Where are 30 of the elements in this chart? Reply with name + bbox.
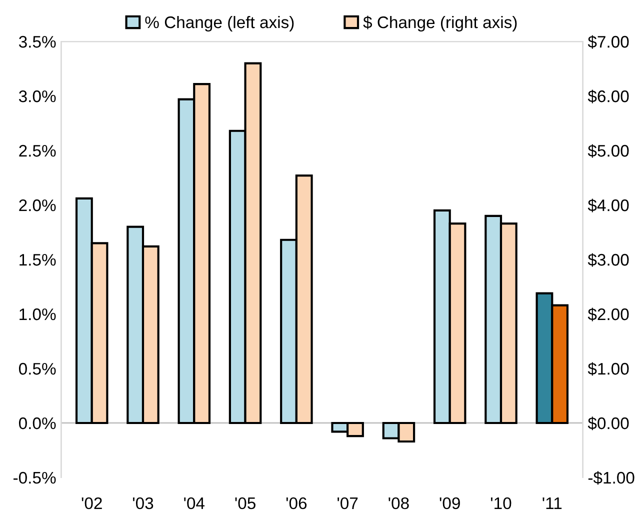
x-tick-label: '08 bbox=[388, 497, 409, 510]
y-tick-label: 3.5% bbox=[18, 36, 56, 48]
x-tick-label: '09 bbox=[440, 497, 460, 510]
x-tick-label: '07 bbox=[338, 497, 358, 510]
y2-tick-label: $2.00 bbox=[588, 308, 629, 322]
y2-tick-label: $5.00 bbox=[588, 144, 629, 158]
x-tick-label: '11 bbox=[542, 498, 562, 510]
y2-tick-label: $0.00 bbox=[588, 416, 629, 430]
y-tick-label: 1.5% bbox=[20, 254, 56, 266]
x-tick-label: '04 bbox=[184, 497, 205, 510]
y2-tick-label: -$1.00 bbox=[588, 471, 634, 485]
y-tick-label: 1.0% bbox=[20, 308, 56, 320]
y2-tick-label: $6.00 bbox=[588, 90, 629, 104]
x-tick-label: '02 bbox=[82, 497, 102, 510]
x-tick-label: '10 bbox=[490, 497, 512, 510]
y2-tick-label: $4.00 bbox=[588, 198, 629, 212]
y-tick-label: -0.5% bbox=[14, 472, 56, 484]
legend-label: % Change (left axis) bbox=[145, 16, 294, 32]
y-tick-label: 2.0% bbox=[19, 199, 56, 212]
x-tick-label: '06 bbox=[286, 497, 307, 510]
y-tick-label: 2.5% bbox=[19, 144, 56, 157]
y2-tick-label: $3.00 bbox=[588, 253, 629, 267]
y-tick-label: 0.5% bbox=[18, 362, 56, 375]
y2-tick-label: $7.00 bbox=[588, 35, 629, 49]
x-tick-label: '05 bbox=[235, 497, 256, 510]
y2-tick-label: $1.00 bbox=[588, 362, 629, 376]
y-tick-label: 0.0% bbox=[18, 417, 56, 430]
y-tick-label: 3.0% bbox=[18, 90, 56, 102]
x-tick-label: '03 bbox=[132, 497, 154, 510]
legend-label: $ Change (right axis) bbox=[363, 16, 517, 32]
